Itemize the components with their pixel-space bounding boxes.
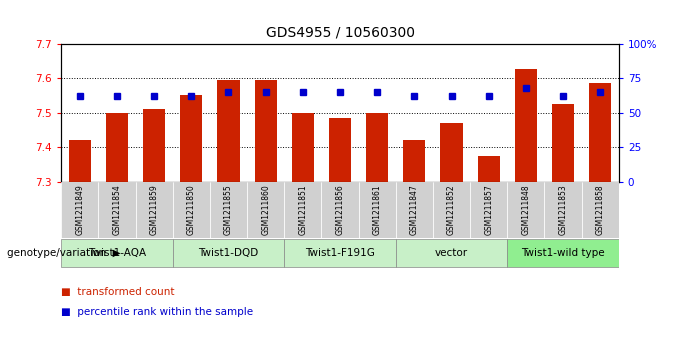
Text: GSM1211861: GSM1211861 [373, 184, 381, 235]
Bar [366, 113, 388, 182]
Text: GSM1211856: GSM1211856 [335, 184, 345, 235]
Bar [69, 140, 91, 182]
Bar [433, 182, 470, 238]
Bar [545, 182, 581, 238]
Bar [552, 104, 574, 182]
Bar [135, 182, 173, 238]
Text: Twist1-DQD: Twist1-DQD [199, 248, 258, 258]
Bar [470, 182, 507, 238]
Bar [396, 239, 507, 267]
Bar [322, 182, 358, 238]
Bar [99, 182, 135, 238]
Text: GSM1211849: GSM1211849 [75, 184, 84, 235]
Text: ■  percentile rank within the sample: ■ percentile rank within the sample [61, 307, 254, 317]
Bar [515, 69, 537, 182]
Text: GSM1211857: GSM1211857 [484, 184, 493, 235]
Bar [329, 118, 351, 182]
Text: GSM1211853: GSM1211853 [558, 184, 568, 235]
Text: GSM1211847: GSM1211847 [410, 184, 419, 235]
Text: GSM1211860: GSM1211860 [261, 184, 270, 235]
Bar [61, 182, 99, 238]
Bar [284, 239, 396, 267]
Bar [173, 182, 210, 238]
Bar [106, 113, 128, 182]
Text: GSM1211850: GSM1211850 [187, 184, 196, 235]
Text: GSM1211852: GSM1211852 [447, 184, 456, 235]
Bar [581, 182, 619, 238]
Bar [396, 182, 433, 238]
Text: GSM1211859: GSM1211859 [150, 184, 158, 235]
Text: GDS4955 / 10560300: GDS4955 / 10560300 [265, 25, 415, 40]
Bar [507, 182, 545, 238]
Text: Twist1-AQA: Twist1-AQA [88, 248, 146, 258]
Text: ■  transformed count: ■ transformed count [61, 287, 175, 297]
Text: GSM1211854: GSM1211854 [112, 184, 122, 235]
Bar [143, 109, 165, 182]
Bar [292, 113, 314, 182]
Bar [247, 182, 284, 238]
Text: Twist1-wild type: Twist1-wild type [522, 248, 605, 258]
Bar [218, 80, 239, 182]
Bar [477, 156, 500, 182]
Bar [441, 123, 462, 182]
Text: vector: vector [435, 248, 468, 258]
Text: Twist1-F191G: Twist1-F191G [305, 248, 375, 258]
Bar [358, 182, 396, 238]
Text: genotype/variation  ▶: genotype/variation ▶ [7, 248, 120, 258]
Bar [284, 182, 322, 238]
Bar [180, 95, 203, 182]
Text: GSM1211858: GSM1211858 [596, 184, 605, 235]
Bar [210, 182, 247, 238]
Bar [403, 140, 426, 182]
Bar [589, 83, 611, 182]
Bar [507, 239, 619, 267]
Bar [61, 239, 173, 267]
Text: GSM1211851: GSM1211851 [299, 184, 307, 235]
Text: GSM1211848: GSM1211848 [522, 184, 530, 235]
Bar [254, 80, 277, 182]
Text: GSM1211855: GSM1211855 [224, 184, 233, 235]
Bar [173, 239, 284, 267]
